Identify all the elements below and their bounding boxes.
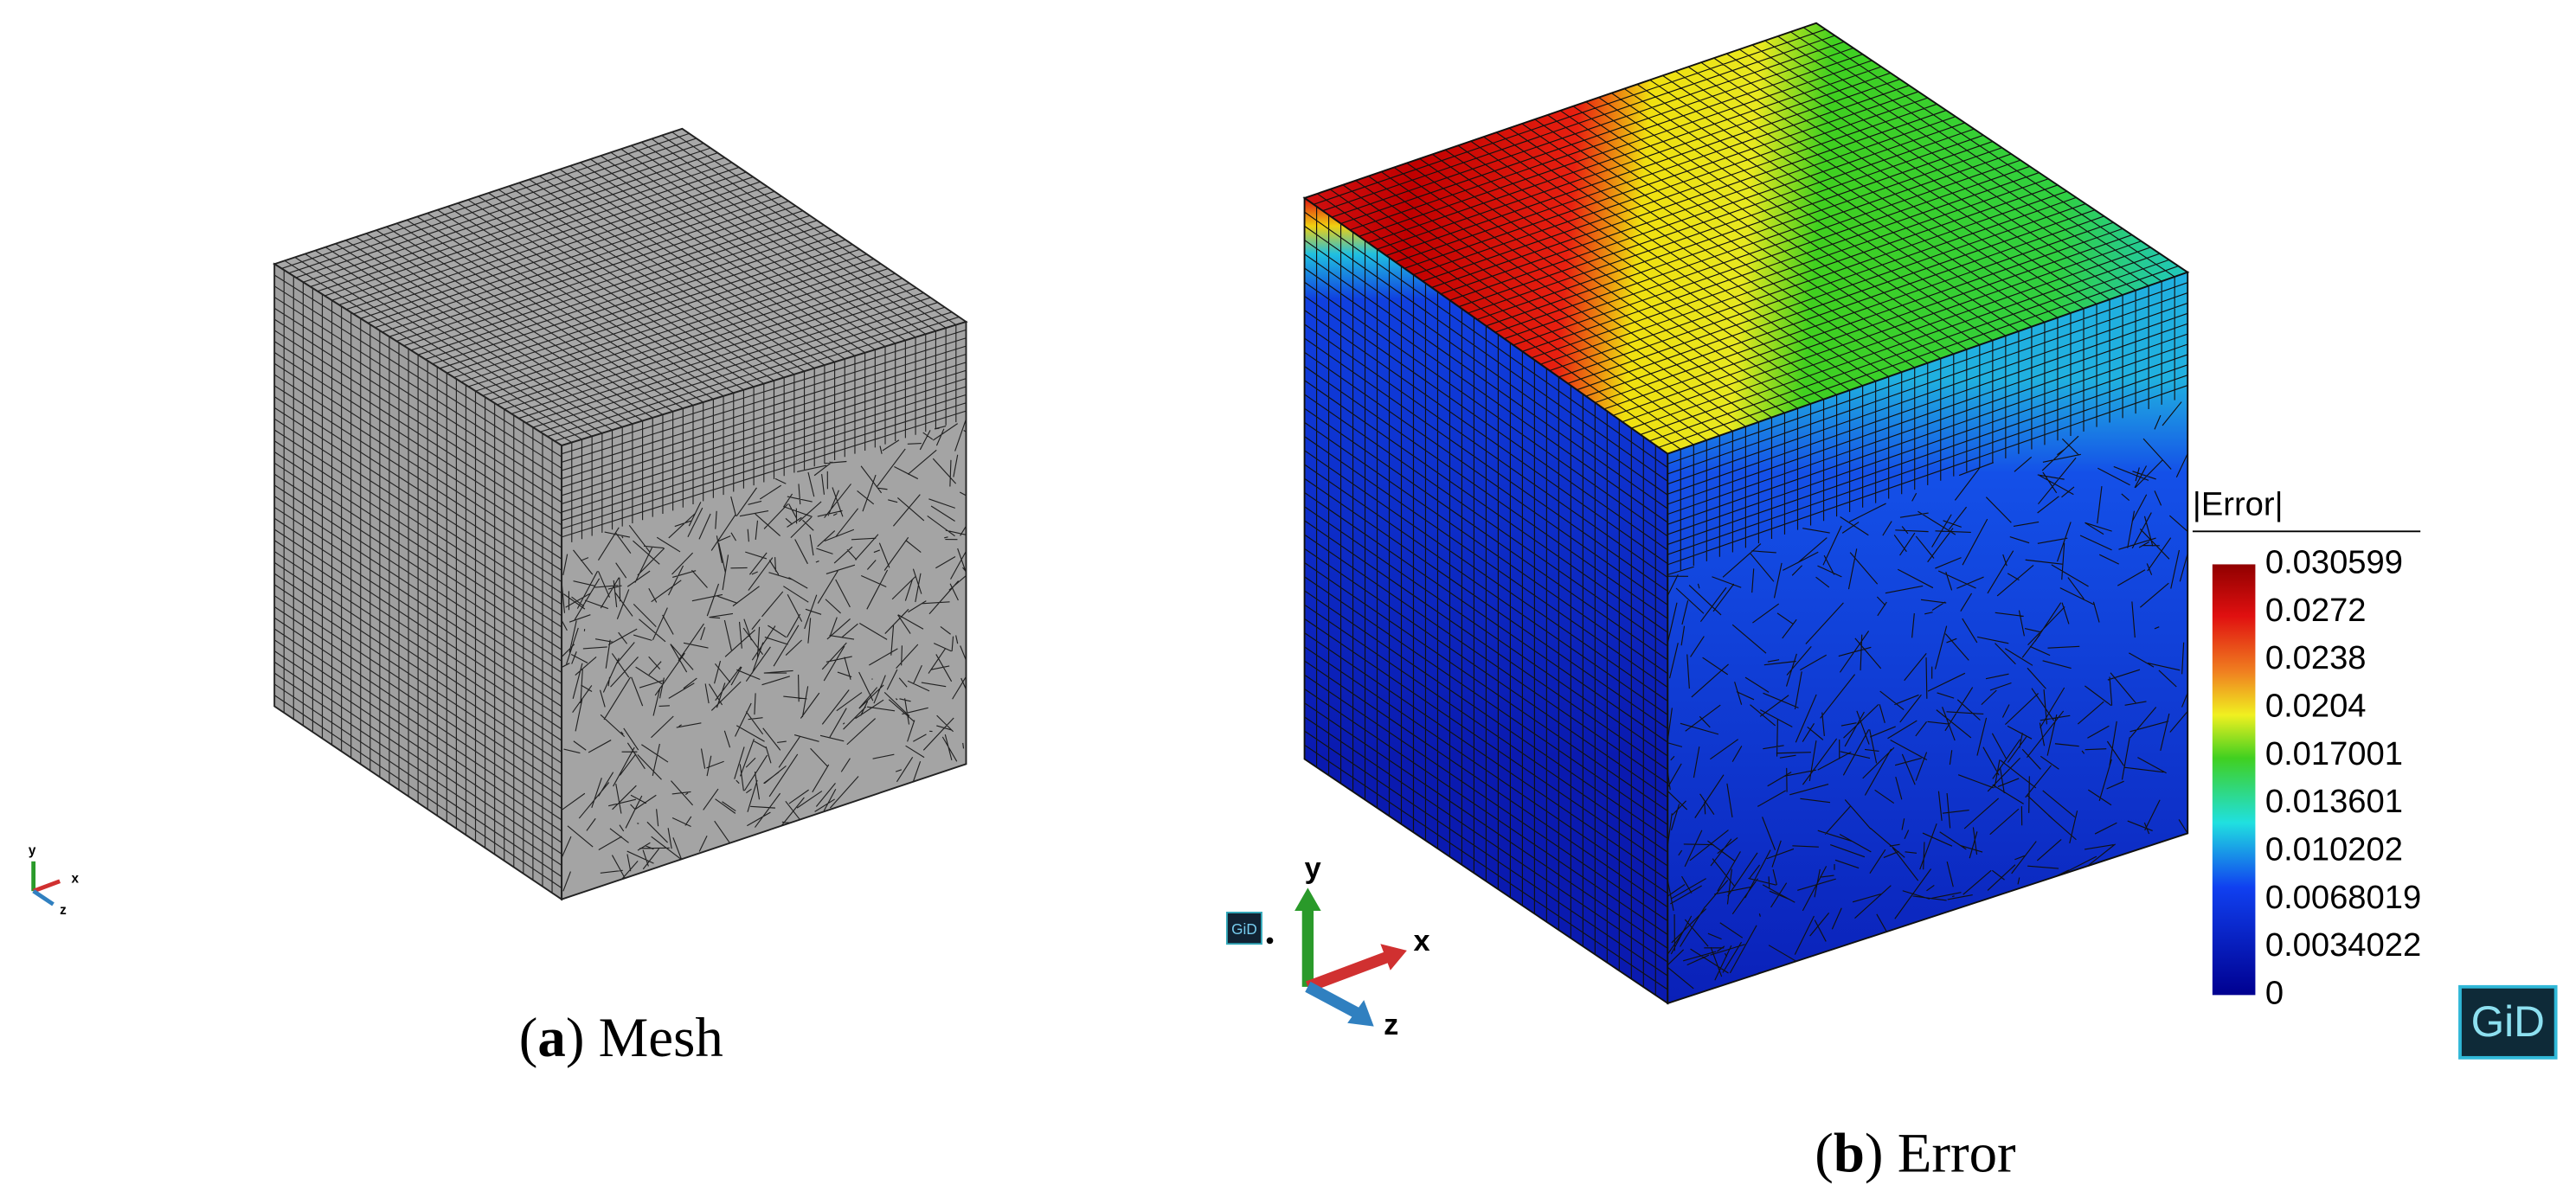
axis-label: z [60,903,67,918]
axis-label: y [1305,852,1321,885]
caption-part: ) Mesh [566,1007,723,1069]
mesh-lines [1667,401,2188,990]
logo: GiD [1231,920,1257,938]
logo: GiD [2471,997,2545,1046]
mesh-lines [1667,277,2188,571]
axis-label: x [1413,925,1429,958]
error-cube [1302,22,2190,1005]
colorbar-label: 0.0238 [2265,639,2367,676]
mesh-cube [272,127,968,901]
colorbar-label: 0.0204 [2265,687,2367,724]
caption-part: ( [1815,1122,1834,1184]
colorbar-label: 0.0068019 [2265,879,2421,916]
colorbar-label: 0.017001 [2265,735,2403,772]
mesh-lines [1313,27,2179,450]
caption: (b) Error [1815,1122,2016,1184]
colorbar-label: 0 [2265,974,2284,1011]
caption-part: ( [519,1007,538,1069]
logo-box [1225,912,1262,945]
colorbar-labels: 0.030599 0.0272 0.0238 0.0204 0.017001 0.0136… [2265,544,2421,1012]
axis-triad: y x z [1294,852,1430,1041]
mesh-lines [561,419,967,892]
colorbar-label: 0.010202 [2265,830,2403,868]
caption-label: a [537,1007,565,1069]
legend-title: |Error| [2193,486,2284,523]
mesh-lines [281,131,960,443]
axis-label: z [1384,1009,1398,1041]
axis-triad: y x z [29,843,80,918]
colorbar [2212,564,2256,996]
caption: (a) Mesh [519,1007,723,1069]
axis-label: y [29,843,36,858]
colorbar-label: 0.013601 [2265,783,2403,820]
colorbar-label: 0.0272 [2265,592,2367,629]
mesh-lines [1304,206,1668,996]
colorbar-label: 0.030599 [2265,544,2403,581]
mesh-lines [273,270,562,894]
colorbar-label: 0.0034022 [2265,926,2421,964]
caption-part: ) Error [1865,1122,2016,1184]
mesh-lines [561,324,967,542]
dot [1266,937,1274,945]
axis-label: x [72,872,80,887]
logo-box [2458,984,2558,1060]
caption-label: b [1834,1122,1865,1184]
